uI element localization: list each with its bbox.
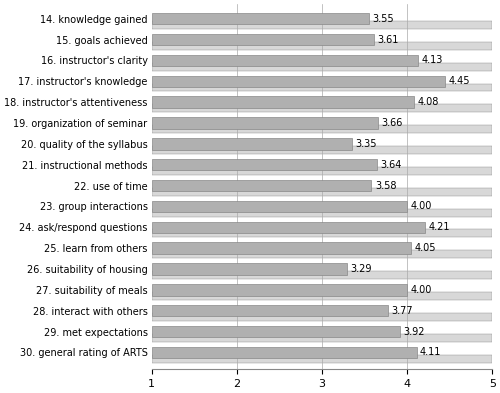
Text: 4.05: 4.05 <box>415 243 436 253</box>
Bar <box>152 13 369 24</box>
Bar <box>152 62 492 71</box>
Bar <box>152 222 425 233</box>
Bar <box>152 271 492 279</box>
Bar <box>152 188 492 196</box>
Text: 3.66: 3.66 <box>382 118 403 128</box>
Text: 4.21: 4.21 <box>428 222 450 232</box>
Bar <box>152 354 492 362</box>
Bar <box>152 326 400 337</box>
Bar <box>152 105 492 112</box>
Bar <box>152 347 416 358</box>
Text: 4.45: 4.45 <box>449 76 470 86</box>
Bar <box>152 138 352 150</box>
Text: 4.00: 4.00 <box>410 202 432 211</box>
Bar <box>152 167 492 175</box>
Bar <box>152 84 492 92</box>
Bar <box>152 146 492 154</box>
Text: 4.13: 4.13 <box>422 55 443 66</box>
Bar <box>152 284 407 296</box>
Bar <box>152 125 492 133</box>
Bar <box>152 201 407 212</box>
Bar <box>152 292 492 300</box>
Bar <box>152 34 374 45</box>
Text: 3.92: 3.92 <box>404 327 425 336</box>
Text: 3.29: 3.29 <box>350 264 372 274</box>
Text: 4.08: 4.08 <box>418 97 439 107</box>
Bar <box>152 21 492 29</box>
Bar <box>152 250 492 258</box>
Text: 3.58: 3.58 <box>375 181 396 191</box>
Bar <box>152 230 492 237</box>
Text: 4.00: 4.00 <box>410 285 432 295</box>
Bar <box>152 117 378 129</box>
Bar <box>152 334 492 342</box>
Bar <box>152 313 492 321</box>
Text: 3.77: 3.77 <box>391 306 412 316</box>
Text: 3.64: 3.64 <box>380 160 402 170</box>
Bar <box>152 42 492 50</box>
Bar <box>152 263 346 275</box>
Bar <box>152 180 372 191</box>
Bar <box>152 159 376 171</box>
Text: 3.55: 3.55 <box>372 14 394 24</box>
Bar <box>152 242 412 254</box>
Bar <box>152 305 388 316</box>
Bar <box>152 55 418 66</box>
Bar <box>152 96 414 108</box>
Text: 4.11: 4.11 <box>420 347 442 357</box>
Text: 3.61: 3.61 <box>378 35 398 45</box>
Bar <box>152 75 446 87</box>
Bar <box>152 209 492 217</box>
Text: 3.35: 3.35 <box>355 139 376 149</box>
